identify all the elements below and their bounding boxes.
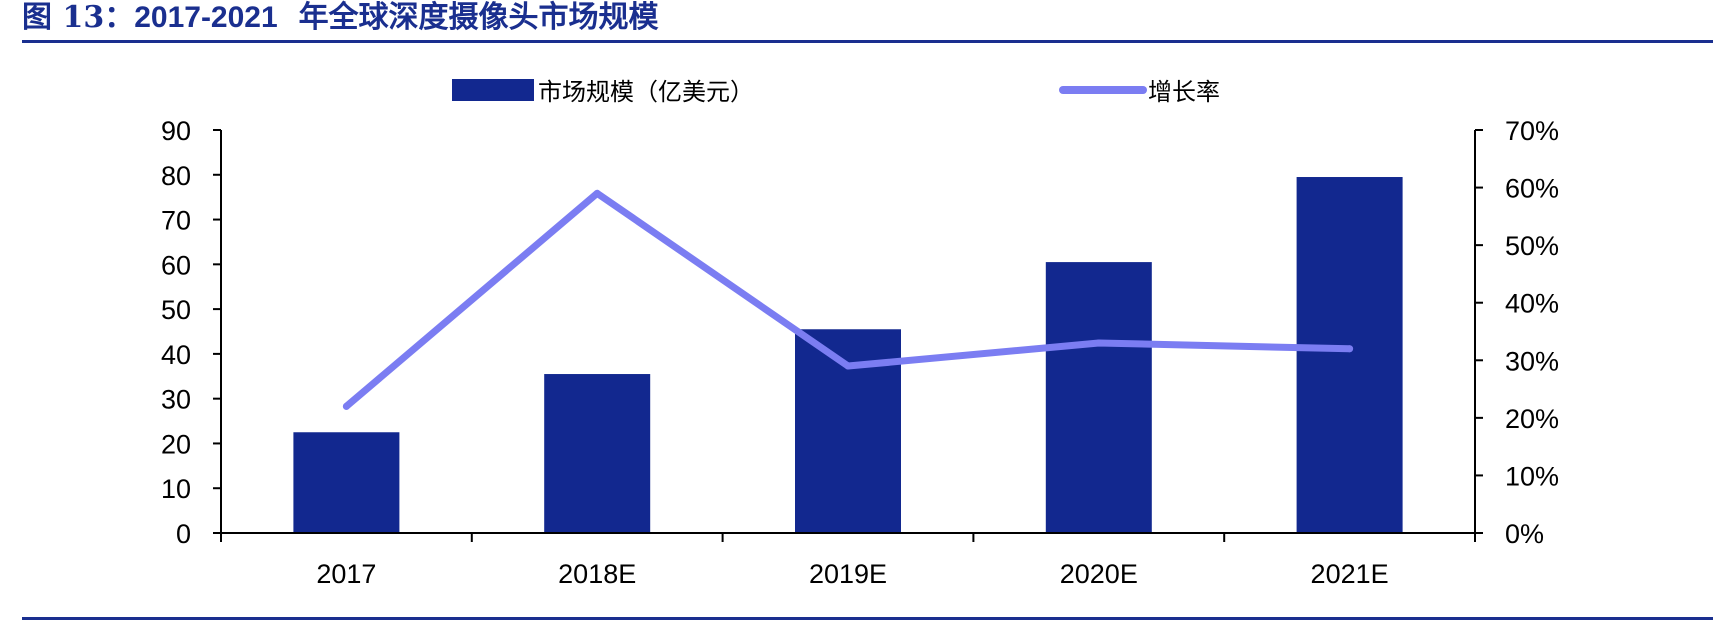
right-tick-label: 0%	[1505, 519, 1544, 549]
figure-title-text: 年全球深度摄像头市场规模	[298, 0, 659, 35]
legend-label-bar: 市场规模（亿美元）	[538, 78, 754, 106]
x-tick-label: 2020E	[1060, 559, 1138, 589]
legend: 市场规模（亿美元） 增长率	[452, 78, 1220, 106]
x-tick-label: 2021E	[1311, 559, 1389, 589]
x-tick-label: 2017	[316, 559, 376, 589]
line-series	[342, 189, 1354, 410]
right-tick-label: 10%	[1505, 461, 1559, 491]
left-tick-label: 90	[161, 116, 191, 146]
legend-label-line: 增长率	[1148, 78, 1220, 106]
growth-rate-point-2020E	[1095, 339, 1103, 347]
left-tick-label: 60	[161, 250, 191, 280]
left-tick-label: 10	[161, 474, 191, 504]
growth-rate-point-2017	[342, 402, 350, 410]
bar-2017	[293, 432, 400, 533]
bar-2020E	[1045, 262, 1152, 533]
axes: 0 10 20 30 40 50 60 70 80 90 0% 10% 20% 30% 40% 50% 60% 7…	[161, 116, 1559, 589]
left-tick-label: 20	[161, 429, 191, 459]
figure-label: 图 13：	[22, 0, 135, 35]
figure-year-range: 2017-2021	[134, 1, 278, 34]
right-tick-label: 50%	[1505, 231, 1559, 261]
right-tick-label: 20%	[1505, 404, 1559, 434]
left-tick-label: 0	[176, 519, 191, 549]
growth-rate-point-2018E	[593, 189, 601, 197]
bar-series	[293, 177, 1403, 533]
left-tick-label: 70	[161, 206, 191, 236]
figure-title: 图 13：2017-2021 年全球深度摄像头市场规模	[22, 0, 659, 40]
x-tick-label: 2019E	[809, 559, 887, 589]
right-tick-label: 70%	[1505, 116, 1559, 146]
left-tick-label: 50	[161, 295, 191, 325]
right-tick-label: 60%	[1505, 174, 1559, 204]
left-tick-label: 40	[161, 340, 191, 370]
top-rule	[22, 40, 1713, 43]
bar-2021E	[1296, 177, 1403, 533]
right-tick-label: 40%	[1505, 289, 1559, 319]
left-tick-label: 30	[161, 385, 191, 415]
right-tick-label: 30%	[1505, 346, 1559, 376]
x-tick-label: 2018E	[558, 559, 636, 589]
bar-2018E	[544, 374, 651, 533]
left-tick-label: 80	[161, 161, 191, 191]
growth-rate-point-2019E	[844, 362, 852, 370]
growth-rate-point-2021E	[1346, 345, 1354, 353]
bottom-rule	[22, 617, 1713, 620]
legend-swatch-bar	[452, 79, 534, 101]
